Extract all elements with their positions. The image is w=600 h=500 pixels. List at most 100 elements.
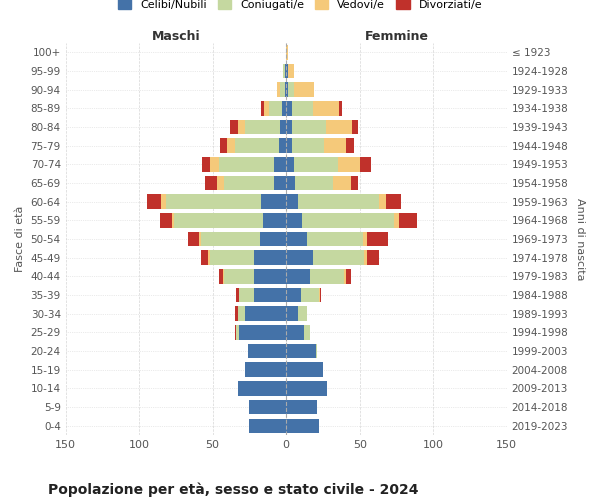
Bar [394,213,400,228]
Bar [285,82,286,97]
Bar [280,120,286,134]
Bar [319,288,320,302]
Bar [286,400,317,414]
Bar [326,120,352,134]
Bar [175,213,263,228]
Bar [274,157,286,172]
Bar [286,288,301,302]
Bar [217,176,224,190]
Bar [254,288,286,302]
Bar [364,250,367,265]
Bar [310,269,344,283]
Bar [263,213,286,228]
Bar [161,194,166,209]
Bar [245,120,280,134]
Bar [360,157,371,172]
Bar [313,250,364,265]
Bar [220,138,227,153]
Bar [286,157,293,172]
Bar [261,194,286,209]
Bar [286,362,323,377]
Bar [146,194,161,209]
Bar [260,232,286,246]
Bar [218,157,274,172]
Bar [379,194,386,209]
Bar [269,101,282,116]
Bar [239,325,286,340]
Bar [224,176,274,190]
Bar [333,176,351,190]
Bar [286,250,313,265]
Bar [362,232,367,246]
Bar [230,120,238,134]
Text: Popolazione per età, sesso e stato civile - 2024: Popolazione per età, sesso e stato civil… [48,482,419,497]
Bar [188,232,199,246]
Bar [224,269,254,283]
Bar [223,269,224,283]
Bar [286,138,292,153]
Bar [301,288,319,302]
Bar [248,344,286,358]
Bar [344,269,346,283]
Bar [304,325,310,340]
Bar [280,82,285,97]
Bar [286,194,298,209]
Bar [286,269,310,283]
Text: Femmine: Femmine [364,30,428,43]
Bar [287,64,293,78]
Bar [274,176,286,190]
Bar [210,157,218,172]
Bar [238,381,286,396]
Bar [286,45,287,60]
Bar [227,138,235,153]
Bar [160,213,172,228]
Bar [218,269,223,283]
Bar [298,306,307,321]
Bar [210,250,254,265]
Bar [201,250,208,265]
Bar [286,381,328,396]
Bar [279,138,286,153]
Bar [286,232,307,246]
Bar [320,288,322,302]
Bar [292,138,325,153]
Bar [283,64,285,78]
Bar [236,325,239,340]
Bar [295,176,333,190]
Bar [208,250,210,265]
Bar [264,101,269,116]
Bar [400,213,417,228]
Bar [338,157,360,172]
Bar [261,101,264,116]
Bar [286,418,319,433]
Bar [286,325,304,340]
Bar [285,64,286,78]
Bar [293,82,314,97]
Bar [250,418,286,433]
Bar [287,82,293,97]
Bar [236,288,239,302]
Bar [166,194,261,209]
Bar [316,344,317,358]
Bar [238,306,245,321]
Bar [292,120,326,134]
Bar [293,157,338,172]
Bar [386,194,401,209]
Bar [313,101,339,116]
Bar [245,362,286,377]
Bar [352,120,358,134]
Bar [202,157,210,172]
Bar [286,176,295,190]
Bar [254,269,286,283]
Bar [286,64,287,78]
Bar [282,101,286,116]
Bar [298,194,379,209]
Legend: Celibi/Nubili, Coniugati/e, Vedovi/e, Divorziati/e: Celibi/Nubili, Coniugati/e, Vedovi/e, Di… [115,0,485,13]
Bar [307,232,362,246]
Y-axis label: Anni di nascita: Anni di nascita [575,198,585,280]
Bar [325,138,346,153]
Text: Maschi: Maschi [152,30,200,43]
Bar [277,82,280,97]
Bar [367,250,379,265]
Bar [286,344,316,358]
